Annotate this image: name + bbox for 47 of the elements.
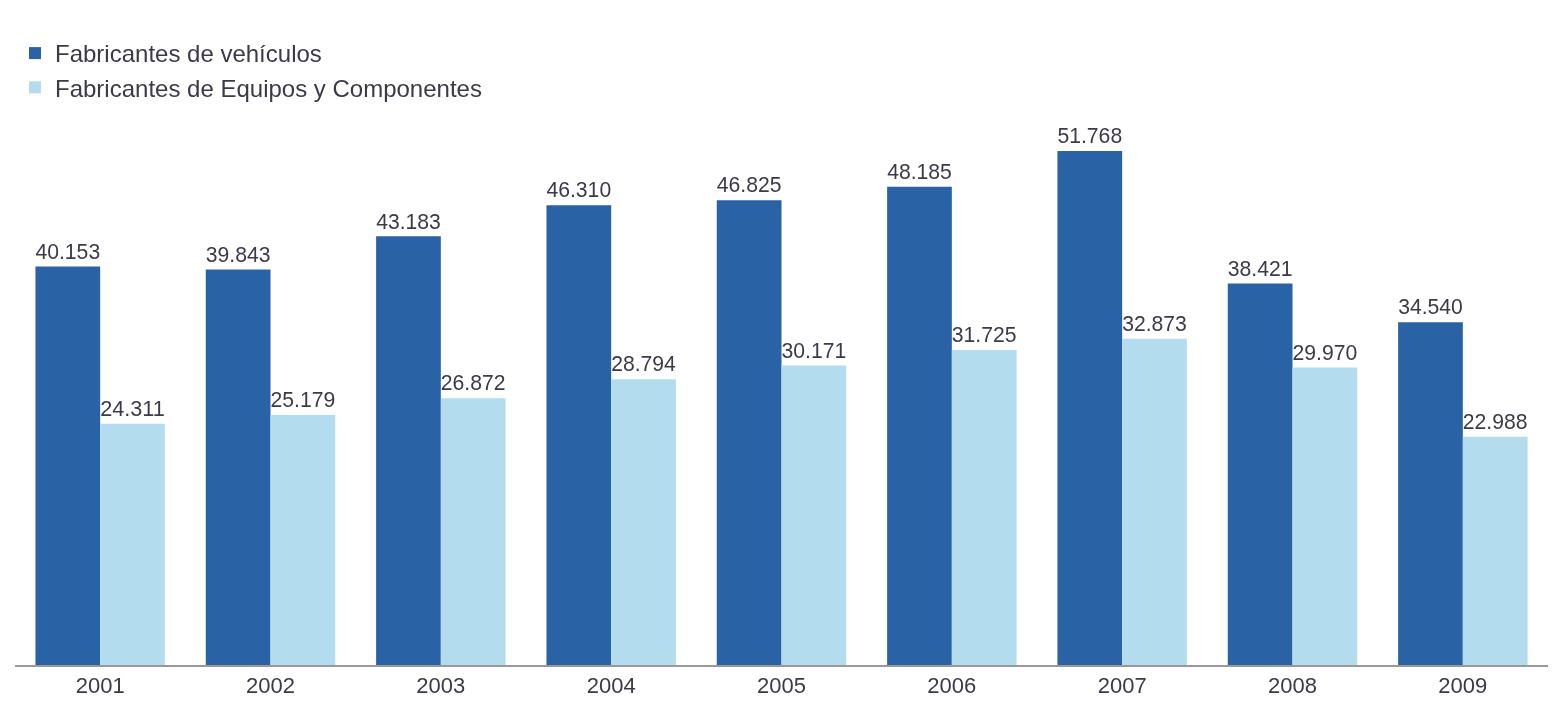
x-tick-label: 2006 <box>927 673 977 699</box>
x-tick-label: 2009 <box>1438 673 1488 699</box>
data-label: 43.183 <box>376 209 441 233</box>
data-label: 46.825 <box>716 173 782 197</box>
bar <box>440 398 506 665</box>
legend-label: Fabricantes de Equipos y Componentes <box>55 74 482 102</box>
bar <box>1227 283 1293 665</box>
data-label: 39.843 <box>205 242 271 266</box>
data-label: 24.311 <box>100 395 165 421</box>
data-label: 22.988 <box>1462 409 1528 433</box>
data-label: 40.153 <box>35 239 101 263</box>
bar <box>716 200 782 665</box>
data-label: 34.540 <box>1398 295 1463 319</box>
bar <box>100 423 165 665</box>
x-tick-label: 2001 <box>75 673 125 699</box>
bar <box>546 205 612 665</box>
data-label: 48.185 <box>887 159 952 183</box>
bar <box>1122 338 1187 665</box>
data-label: 51.768 <box>1057 124 1123 148</box>
bar <box>887 186 952 665</box>
data-label: 46.310 <box>546 178 612 202</box>
bar <box>951 350 1017 665</box>
data-label: 26.872 <box>440 371 506 395</box>
bar <box>1398 322 1463 665</box>
bar <box>781 365 847 665</box>
x-tick-label: 2008 <box>1268 673 1317 699</box>
data-label: 38.421 <box>1227 256 1293 280</box>
bar <box>1462 436 1528 665</box>
data-label: 32.873 <box>1122 311 1187 335</box>
bar <box>270 415 336 665</box>
bar <box>376 236 441 665</box>
data-label: 28.794 <box>611 352 677 376</box>
bar <box>205 269 271 665</box>
data-label: 30.171 <box>781 338 847 362</box>
data-label: 25.179 <box>270 388 336 412</box>
bar <box>1057 151 1123 665</box>
bar <box>1292 367 1358 665</box>
x-tick-label: 2005 <box>757 673 806 699</box>
x-tick-label: 2002 <box>246 673 295 699</box>
bar <box>611 379 676 665</box>
x-tick-label: 2007 <box>1097 673 1147 699</box>
data-label: 31.725 <box>951 323 1017 347</box>
x-tick-label: 2003 <box>416 673 466 699</box>
data-label: 29.970 <box>1292 340 1358 364</box>
legend-label: Fabricantes de vehículos <box>55 40 322 68</box>
bar <box>35 266 101 665</box>
x-tick-label: 2004 <box>586 673 636 699</box>
